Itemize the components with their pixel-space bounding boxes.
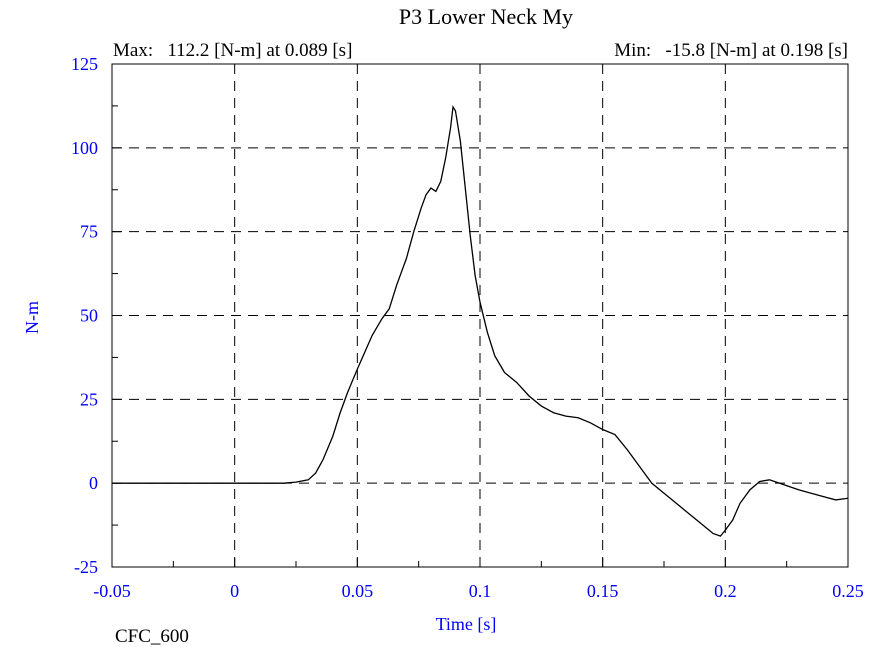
y-tick-label: -25	[74, 557, 98, 577]
y-tick-label: 25	[80, 389, 98, 409]
y-tick-label: 50	[80, 306, 98, 326]
y-tick-label: 0	[89, 473, 98, 493]
max-annotation: Max: 112.2 [N-m] at 0.089 [s]	[113, 40, 352, 61]
y-tick-label: 125	[71, 54, 98, 74]
chart-title: P3 Lower Neck My	[399, 4, 573, 29]
x-tick-label: -0.05	[93, 581, 131, 601]
x-axis-label: Time [s]	[436, 614, 497, 634]
tick-marks	[111, 63, 849, 568]
filter-label: CFC_600	[115, 626, 189, 647]
min-annotation: Min: -15.8 [N-m] at 0.198 [s]	[614, 40, 848, 61]
x-tick-labels: -0.05 0 0.05 0.1 0.15 0.2 0.25	[93, 581, 864, 601]
x-tick-label: 0	[230, 581, 239, 601]
gridlines	[112, 64, 848, 567]
x-tick-label: 0.15	[587, 581, 619, 601]
series-line	[112, 104, 849, 537]
x-tick-label: 0.05	[342, 581, 374, 601]
y-tick-labels: -25 0 25 50 75 100 125	[71, 54, 98, 577]
y-tick-label: 75	[80, 222, 98, 242]
y-axis-label: N-m	[22, 301, 42, 334]
y-tick-label: 100	[71, 138, 98, 158]
x-tick-label: 0.25	[832, 581, 864, 601]
x-tick-label: 0.1	[469, 581, 492, 601]
x-tick-label: 0.2	[714, 581, 737, 601]
